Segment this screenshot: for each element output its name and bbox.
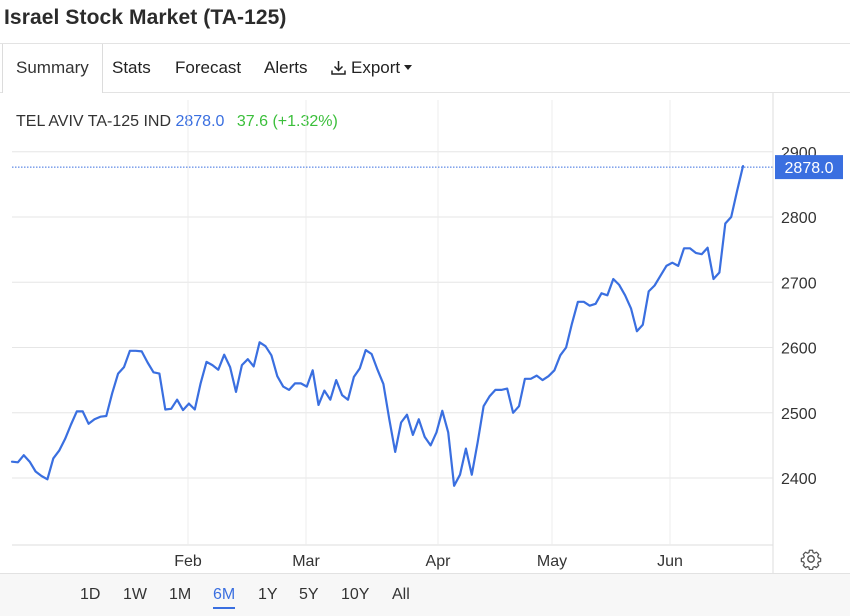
range-selector: 1D 1W 1M 6M 1Y 5Y 10Y All xyxy=(0,573,850,616)
range-1m[interactable]: 1M xyxy=(169,586,192,603)
last-price-label: 2878.0 xyxy=(785,160,834,177)
chevron-down-icon xyxy=(404,64,413,70)
y-tick-label: 2600 xyxy=(781,341,817,358)
last-price-box xyxy=(775,155,843,180)
chart-grid xyxy=(12,93,774,573)
quote-change: 37.6 (+1.32%) xyxy=(236,113,338,130)
gear-icon[interactable] xyxy=(800,548,822,570)
range-1w[interactable]: 1W xyxy=(123,586,147,603)
page-title: Israel Stock Market (TA-125) xyxy=(4,6,287,29)
tab-bar: Summary Stats Forecast Alerts Export xyxy=(0,43,850,93)
range-5y[interactable]: 5Y xyxy=(299,586,319,603)
tab-summary[interactable]: Summary xyxy=(2,44,103,93)
y-tick-label: 2400 xyxy=(781,471,817,488)
x-tick-label: Feb xyxy=(174,553,202,570)
price-series-line xyxy=(10,165,745,487)
range-6m[interactable]: 6M xyxy=(213,586,236,609)
range-10y[interactable]: 10Y xyxy=(341,586,370,603)
tab-export[interactable]: Export xyxy=(330,44,413,92)
y-tick-label: 2500 xyxy=(781,406,817,423)
series-group xyxy=(10,165,745,487)
range-all[interactable]: All xyxy=(392,586,410,603)
download-icon xyxy=(331,60,346,75)
tab-stats[interactable]: Stats xyxy=(112,58,151,77)
last-value-marker: 2878.0 xyxy=(12,155,843,180)
tab-alerts[interactable]: Alerts xyxy=(264,58,308,77)
x-tick-label: Apr xyxy=(426,553,452,570)
range-1y[interactable]: 1Y xyxy=(258,586,278,603)
x-tick-label: Jun xyxy=(657,553,683,570)
x-axis-ticks: Feb Mar Apr May Jun xyxy=(174,553,683,570)
y-tick-label: 2700 xyxy=(781,275,817,292)
quote-symbol: TEL AVIV TA-125 IND xyxy=(16,113,172,130)
range-1d[interactable]: 1D xyxy=(80,586,101,603)
y-tick-label: 2800 xyxy=(781,210,817,227)
tab-forecast[interactable]: Forecast xyxy=(175,58,242,77)
x-tick-label: May xyxy=(537,553,567,570)
export-label: Export xyxy=(351,58,401,77)
x-tick-label: Mar xyxy=(292,553,320,570)
